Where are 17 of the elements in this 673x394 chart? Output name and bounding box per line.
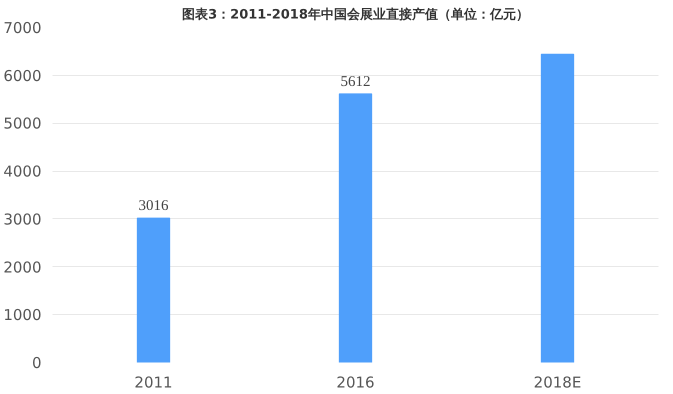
- chart-title: 图表3：2011-2018年中国会展业直接产值（单位：亿元）: [182, 6, 529, 22]
- y-tick-label: 4000: [3, 162, 42, 181]
- bar: [540, 54, 574, 362]
- data-label: 3016: [138, 198, 169, 214]
- bar: [136, 218, 170, 362]
- data-label: 5612: [340, 74, 370, 90]
- bar: [338, 93, 372, 362]
- y-tick-label: 7000: [3, 19, 42, 37]
- y-tick-label: 5000: [3, 114, 42, 133]
- y-tick-label: 1000: [3, 306, 42, 324]
- y-tick-label: 3000: [3, 210, 42, 228]
- x-tick-label: 2018E: [534, 374, 582, 392]
- y-tick-label: 0: [32, 354, 42, 372]
- x-tick-label: 2016: [336, 374, 375, 392]
- y-tick-label: 2000: [3, 258, 42, 276]
- x-tick-label: 2011: [134, 374, 173, 392]
- y-tick-label: 6000: [3, 66, 42, 85]
